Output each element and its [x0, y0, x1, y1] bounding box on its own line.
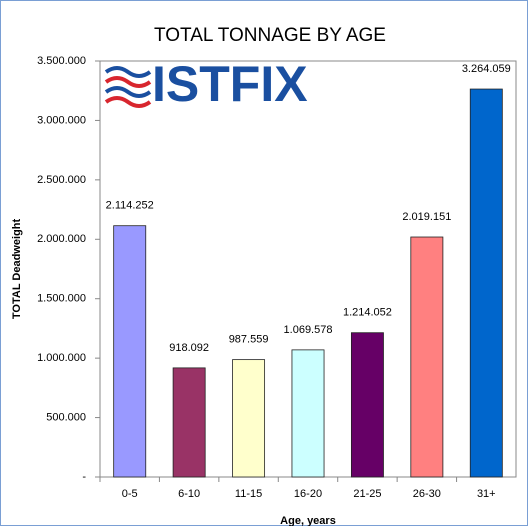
y-tick-label: 2.000.000	[37, 233, 86, 245]
bar	[172, 367, 206, 478]
x-tick-label: 26-30	[413, 488, 441, 500]
x-tick-label: 21-25	[353, 488, 381, 500]
x-tick-label: 6-10	[178, 488, 200, 500]
x-tick-label: 0-5	[122, 488, 138, 500]
bar	[410, 236, 444, 478]
x-tick-label: 31+	[477, 488, 496, 500]
chart-title: TOTAL TONNAGE BY AGE	[154, 25, 386, 46]
value-label: 1.069.578	[284, 324, 333, 336]
y-tick-label: 1.500.000	[37, 293, 86, 305]
y-tick-label: 1.000.000	[37, 352, 86, 364]
y-axis-label: TOTAL Deadweight	[11, 219, 23, 320]
wave	[104, 86, 152, 98]
value-label: 3.264.059	[462, 63, 511, 75]
y-tick-label: 3.500.000	[37, 55, 86, 67]
logo-waves	[104, 66, 152, 108]
bar	[291, 349, 325, 478]
x-tick-label: 16-20	[294, 488, 322, 500]
bar	[350, 332, 384, 478]
value-label: 2.114.252	[106, 200, 154, 212]
value-label: 1.214.052	[343, 307, 392, 319]
value-label: 987.559	[229, 334, 269, 346]
bar	[232, 359, 266, 478]
bar	[469, 88, 503, 478]
y-tick-label: -	[82, 471, 86, 483]
x-axis-label: Age, years	[280, 515, 336, 526]
wave	[104, 96, 152, 108]
y-tick-label: 3.000.000	[37, 114, 86, 126]
wave	[104, 76, 152, 88]
y-tick-label: 2.500.000	[37, 174, 86, 186]
value-label: 2.019.151	[402, 211, 451, 223]
x-tick-label: 11-15	[235, 488, 262, 500]
bar	[113, 225, 147, 478]
logo: ISTFIX	[152, 56, 308, 112]
wave	[104, 66, 152, 78]
y-tick-label: 500.000	[46, 411, 86, 423]
value-label: 918.092	[169, 342, 209, 354]
